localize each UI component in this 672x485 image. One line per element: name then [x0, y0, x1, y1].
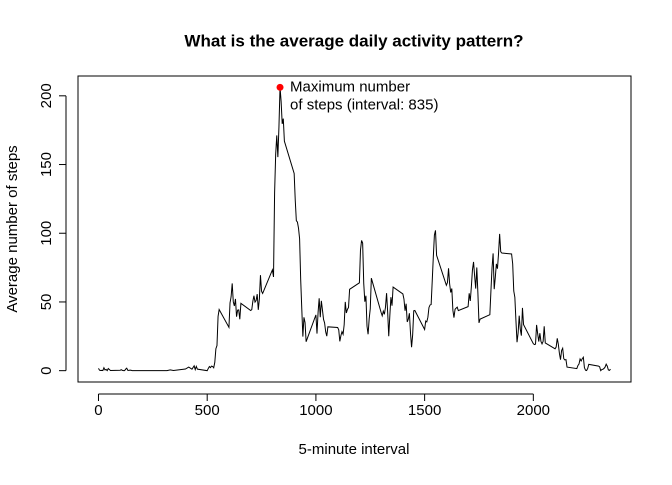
x-tick-label: 1500 — [408, 402, 441, 419]
y-tick-label: 150 — [38, 152, 55, 177]
y-tick-label: 50 — [38, 294, 55, 311]
chart-title: What is the average daily activity patte… — [184, 31, 523, 50]
annotation: of steps (interval: 835) — [290, 96, 438, 113]
y-tick-label: 100 — [38, 221, 55, 246]
plot-frame — [77, 75, 632, 383]
x-axis-label: 5-minute interval — [299, 441, 410, 458]
max-point — [276, 83, 284, 91]
x-tick-label: 1000 — [299, 402, 332, 419]
x-tick-label: 2000 — [517, 402, 550, 419]
y-tick-label: 0 — [38, 366, 55, 374]
y-tick-label: 200 — [38, 83, 55, 108]
x-tick-label: 500 — [195, 402, 220, 419]
data-line — [98, 87, 611, 372]
y-axis-label: Average number of steps — [4, 145, 21, 312]
x-tick-label: 0 — [94, 402, 102, 419]
annotation: Maximum number — [290, 78, 410, 95]
